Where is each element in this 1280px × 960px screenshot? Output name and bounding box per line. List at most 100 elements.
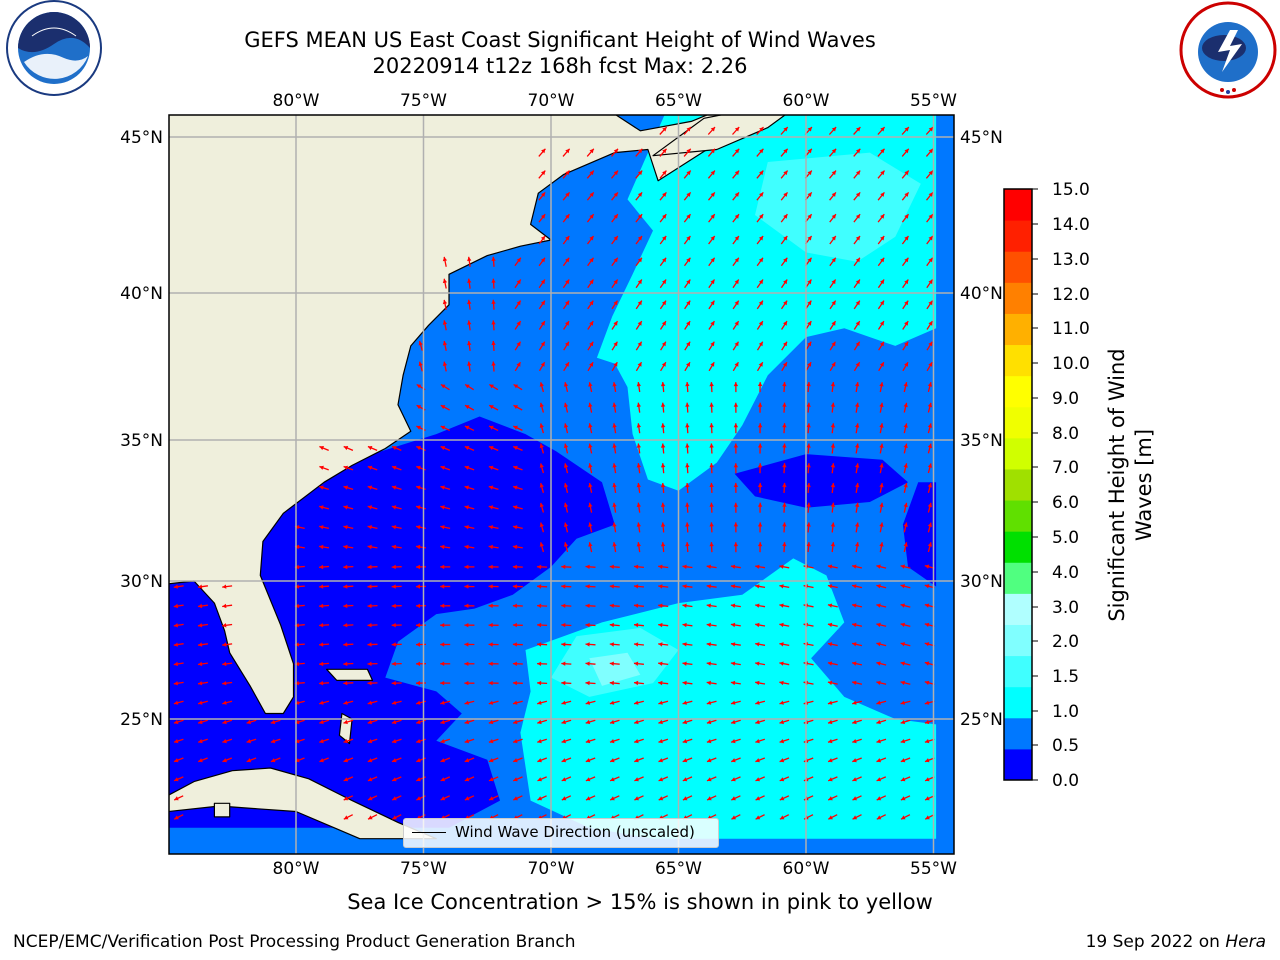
wind-wave-arrow: [780, 300, 788, 310]
colorbar-swatch: [1004, 313, 1032, 346]
arrow-head: [416, 425, 421, 430]
arrow-head: [539, 542, 544, 547]
wind-wave-arrow: [709, 522, 714, 533]
wind-wave-arrow: [830, 463, 836, 474]
wind-wave-arrow: [587, 320, 594, 330]
wind-wave-arrow: [780, 235, 788, 245]
wind-wave-arrow: [442, 299, 448, 310]
arrow-head: [731, 739, 736, 744]
wind-wave-arrow: [658, 622, 669, 628]
arrow-head: [755, 564, 760, 569]
wind-wave-arrow: [879, 402, 884, 413]
arrow-head: [637, 341, 642, 347]
arrow-head: [540, 236, 546, 241]
arrow-head: [416, 584, 420, 589]
arrow-head: [537, 622, 542, 628]
wind-wave-arrow: [367, 814, 378, 820]
arrow-head: [807, 192, 812, 197]
wind-wave-arrow: [537, 603, 548, 608]
arrow-head: [539, 522, 544, 528]
arrow-head: [660, 542, 666, 547]
arrow-head: [706, 680, 711, 686]
wind-wave-arrow: [780, 126, 789, 135]
wind-wave-arrow: [660, 382, 666, 393]
arrow-head: [855, 362, 860, 367]
arrow-head: [807, 148, 812, 154]
wind-wave-arrow: [587, 257, 595, 267]
wind-wave-arrow: [636, 482, 641, 493]
arrow-head: [755, 584, 760, 589]
arrow-head: [706, 661, 711, 666]
arrow-head: [779, 739, 785, 744]
arrow-head: [513, 384, 519, 389]
map-legend: Wind Wave Direction (unscaled): [403, 818, 719, 848]
arrow-head: [757, 542, 763, 547]
wind-wave-arrow: [537, 622, 548, 628]
wind-wave-arrow: [512, 622, 523, 628]
wind-wave-arrow: [222, 584, 233, 589]
arrow-head: [440, 584, 445, 589]
arrow-head: [707, 758, 712, 763]
arrow-head: [440, 796, 446, 801]
wind-wave-arrow: [512, 700, 523, 705]
arrow-head: [879, 463, 884, 468]
wind-wave-arrow: [512, 445, 523, 451]
arrow-head: [488, 700, 494, 705]
wind-wave-arrow: [514, 257, 522, 267]
arrow-head: [733, 482, 739, 487]
colorbar-tick-label: 4.0: [1052, 563, 1079, 583]
wind-wave-arrow: [440, 719, 451, 725]
wind-wave-arrow: [173, 661, 184, 667]
wind-wave-arrow: [246, 757, 257, 763]
wind-wave-arrow: [684, 300, 691, 310]
arrow-head: [710, 148, 715, 154]
arrow-head: [709, 402, 714, 407]
arrow-head: [710, 170, 715, 176]
wind-wave-arrow: [636, 443, 641, 454]
wind-wave-arrow: [927, 443, 933, 454]
wind-wave-arrow: [488, 505, 499, 510]
wind-wave-arrow: [464, 584, 475, 589]
arrow-head: [391, 485, 397, 490]
arrow-head: [709, 382, 714, 387]
arrow-head: [733, 402, 739, 407]
wind-wave-arrow: [806, 443, 811, 454]
wind-wave-arrow: [827, 564, 838, 569]
arrow-head: [660, 483, 666, 488]
height-band-0-0p5: [734, 454, 908, 508]
wind-wave-arrow: [683, 148, 692, 157]
arrow-head: [682, 719, 688, 725]
wind-wave-arrow: [611, 148, 619, 157]
arrow-head: [609, 603, 614, 608]
lat-label-right: 40°N: [960, 284, 1003, 304]
arrow-head: [512, 564, 517, 570]
wind-wave-arrow: [806, 542, 811, 553]
arrow-head: [392, 777, 397, 782]
wind-wave-arrow: [780, 279, 788, 289]
arrow-head: [634, 603, 639, 608]
arrow-head: [682, 661, 687, 666]
arrow-head: [855, 483, 860, 488]
wind-wave-arrow: [876, 642, 887, 647]
arrow-head: [319, 603, 324, 609]
lon-label-bottom: 80°W: [273, 859, 320, 879]
wind-wave-arrow: [708, 257, 716, 267]
arrow-head: [537, 603, 542, 608]
arrow-head: [807, 362, 812, 367]
wind-wave-arrow: [878, 361, 885, 372]
arrow-head: [319, 719, 324, 725]
arrow-head: [685, 443, 690, 448]
wind-wave-arrow: [464, 623, 475, 628]
wind-wave-arrow: [561, 795, 572, 801]
arrow-head: [512, 603, 517, 608]
wind-wave-arrow: [659, 257, 667, 267]
arrow-head: [174, 739, 179, 744]
wind-wave-arrow: [197, 623, 208, 628]
wind-wave-arrow: [442, 320, 448, 331]
colorbar-tick-label: 9.0: [1052, 389, 1079, 409]
arrow-head: [636, 382, 641, 387]
arrow-head: [563, 443, 569, 448]
wind-wave-arrow: [708, 341, 715, 351]
arrow-head: [418, 341, 423, 346]
wind-wave-arrow: [709, 463, 714, 474]
